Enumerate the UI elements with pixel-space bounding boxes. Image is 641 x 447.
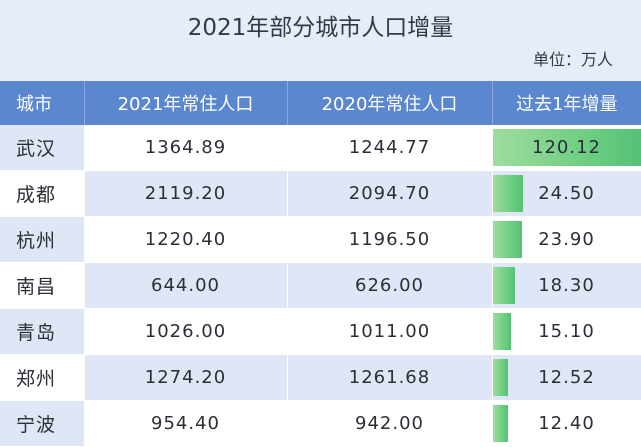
city-cell: 宁波 [0,400,85,447]
header-row: 城市 2021年常住人口 2020年常住人口 过去1年增量 [0,81,641,125]
pop2021-cell: 2119.20 [84,170,288,217]
increase-cell: 120.12 [492,125,641,171]
table-row: 宁波 954.40 942.00 12.40 [0,400,641,447]
pop2021-cell: 1364.89 [84,125,288,171]
pop2020-cell: 942.00 [287,400,493,447]
population-table: 城市 2021年常住人口 2020年常住人口 过去1年增量 武汉 1364.89… [0,81,641,447]
increase-value: 12.40 [538,413,595,434]
table-title: 2021年部分城市人口增量 [187,15,454,41]
increase-value: 18.30 [538,275,595,296]
city-cell: 武汉 [0,125,85,171]
pop2020-cell: 1196.50 [287,216,493,263]
pop2021-cell: 1220.40 [84,216,288,263]
table-row: 成都 2119.20 2094.70 24.50 [0,170,641,217]
population-table-card: 2021年部分城市人口增量 单位：万人 城市 2021年常住人口 2020年常住… [0,15,641,447]
pop2021-cell: 1274.20 [84,354,288,401]
increase-bar [492,129,641,166]
header-pop2021: 2021年常住人口 [84,81,288,125]
unit-label: 单位：万人 [532,50,613,69]
increase-value: 23.90 [538,229,595,250]
increase-cell: 18.30 [492,262,641,309]
increase-cell: 12.52 [492,354,641,401]
increase-bar [492,359,508,396]
increase-bar [492,175,523,212]
header-pop2020: 2020年常住人口 [287,81,493,125]
pop2020-cell: 1261.68 [287,354,493,401]
increase-bar [492,405,508,442]
increase-bar [492,267,515,304]
city-cell: 成都 [0,170,85,217]
table-row: 郑州 1274.20 1261.68 12.52 [0,354,641,401]
pop2021-cell: 954.40 [84,400,288,447]
pop2020-cell: 1244.77 [287,125,493,171]
pop2021-cell: 644.00 [84,262,288,309]
increase-cell: 12.40 [492,400,641,447]
city-cell: 杭州 [0,216,85,263]
header-increase: 过去1年增量 [492,81,641,125]
increase-cell: 23.90 [492,216,641,263]
table-row: 武汉 1364.89 1244.77 120.12 [0,125,641,171]
header-city: 城市 [0,81,85,125]
increase-value: 15.10 [538,321,595,342]
city-cell: 青岛 [0,308,85,355]
pop2020-cell: 2094.70 [287,170,493,217]
increase-value: 24.50 [538,183,595,204]
increase-value: 12.52 [538,367,595,388]
increase-bar [492,221,522,258]
increase-value: 120.12 [532,137,601,158]
increase-cell: 15.10 [492,308,641,355]
city-cell: 郑州 [0,354,85,401]
pop2020-cell: 1011.00 [287,308,493,355]
increase-cell: 24.50 [492,170,641,217]
table-row: 青岛 1026.00 1011.00 15.10 [0,308,641,355]
table-row: 南昌 644.00 626.00 18.30 [0,262,641,309]
pop2020-cell: 626.00 [287,262,493,309]
pop2021-cell: 1026.00 [84,308,288,355]
table-row: 杭州 1220.40 1196.50 23.90 [0,216,641,263]
city-cell: 南昌 [0,262,85,309]
increase-bar [492,313,512,350]
